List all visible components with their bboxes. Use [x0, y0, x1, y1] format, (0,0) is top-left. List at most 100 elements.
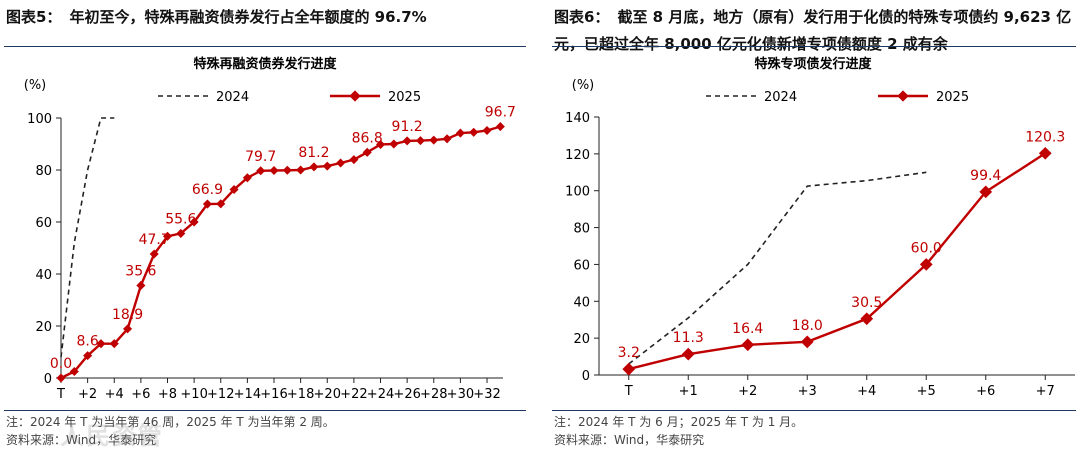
x-tick-label: +7: [1036, 384, 1055, 399]
data-point-2025: [69, 366, 79, 377]
data-label: 3.2: [618, 345, 640, 361]
data-point-2025: [402, 136, 412, 146]
data-point-2025: [256, 166, 266, 176]
y-tick-label: 20: [573, 332, 590, 347]
x-tick-label: +2: [738, 384, 757, 399]
legend-label-2024: 2024: [764, 90, 797, 105]
legend-marker-2025: [349, 90, 361, 102]
x-tick-label: +30: [447, 387, 474, 402]
y-tick-label: 0: [44, 372, 52, 387]
data-label: 0.0: [50, 356, 72, 372]
data-point-2025: [202, 199, 212, 209]
data-point-2025: [389, 139, 399, 149]
series-line-2024: [60, 117, 115, 358]
legend-label-2025: 2025: [936, 90, 969, 105]
x-tick-label: +28: [420, 387, 447, 402]
x-tick-label: +4: [105, 387, 124, 402]
data-label: 66.9: [192, 182, 223, 198]
figure-label: 图表6：: [554, 8, 610, 26]
y-tick-label: 0: [582, 369, 590, 384]
data-point-2025: [109, 339, 119, 349]
data-label: 99.4: [970, 168, 1001, 184]
x-tick-label: +10: [180, 387, 207, 402]
x-tick-label: +22: [340, 387, 367, 402]
data-label: 18.0: [792, 318, 823, 334]
x-tick-label: +16: [260, 387, 287, 402]
y-tick-label: 60: [35, 216, 52, 231]
data-label: 55.6: [165, 211, 196, 227]
data-label: 30.5: [851, 295, 882, 311]
data-point-2025: [96, 339, 106, 349]
data-point-2025: [349, 155, 359, 165]
title-rule: [4, 46, 526, 47]
x-tick-label: +18: [287, 387, 314, 402]
y-tick-label: 140: [565, 111, 590, 126]
chart-source: 资料来源：Wind，华泰研究: [6, 433, 157, 447]
x-tick-label: +2: [78, 387, 97, 402]
data-label: 96.7: [485, 105, 516, 121]
x-tick-label: +26: [393, 387, 420, 402]
chart-note: 注：2024 年 T 为当年第 46 周，2025 年 T 为当年第 2 周。: [6, 415, 335, 429]
data-point-2025: [442, 134, 452, 144]
data-point-2025: [123, 324, 133, 334]
data-point-2025: [415, 136, 425, 146]
series-line-2025: [628, 152, 1046, 371]
data-point-2025: [741, 338, 755, 352]
x-tick-label: +20: [314, 387, 341, 402]
data-point-2025: [242, 173, 252, 183]
y-tick-label: 100: [27, 112, 52, 127]
data-label: 120.3: [1025, 129, 1065, 145]
data-point-2025: [1038, 146, 1052, 160]
y-axis-unit: (%): [572, 78, 595, 93]
data-label: 86.8: [352, 130, 383, 146]
data-point-2025: [495, 122, 505, 132]
figure-title: 年初至今，特殊再融资债券发行占全年额度的 96.7%: [69, 8, 427, 26]
bottom-rule: [4, 410, 526, 411]
x-tick-label: +3: [798, 384, 817, 399]
series-line-2025: [60, 125, 501, 380]
data-point-2025: [136, 280, 146, 290]
x-tick-label: +24: [367, 387, 394, 402]
data-point-2025: [362, 147, 372, 157]
data-label: 8.6: [76, 334, 98, 350]
x-tick-label: +6: [131, 387, 150, 402]
data-point-2025: [269, 165, 279, 176]
data-point-2025: [681, 347, 695, 361]
chart-title: 特殊再融资债券发行进度: [193, 56, 337, 72]
data-point-2025: [56, 373, 66, 383]
x-tick-label: +12: [207, 387, 234, 402]
chart-title: 特殊专项债发行进度: [754, 56, 872, 72]
data-label: 91.2: [392, 119, 423, 135]
chart-right: 特殊专项债发行进度 (%) 2024 2025 0 20 40 60 80 100 120 140 T +…: [565, 56, 1075, 399]
data-label: 79.7: [245, 149, 276, 165]
data-point-2025: [149, 249, 159, 259]
chart-note: 注：2024 年 T 为 6 月；2025 年 T 为 1 月。: [554, 415, 804, 429]
data-point-2025: [622, 362, 636, 376]
x-tick-label: T: [56, 387, 65, 402]
legend-label-2024: 2024: [216, 90, 249, 105]
data-label: 16.4: [732, 321, 763, 337]
data-label: 11.3: [673, 330, 704, 346]
x-tick-label: T: [624, 384, 633, 399]
x-tick-label: +6: [976, 384, 995, 399]
data-point-2025: [336, 158, 346, 168]
data-label: 81.2: [298, 145, 329, 161]
data-point-2025: [455, 128, 465, 138]
data-point-2025: [429, 135, 439, 145]
x-tick-label: +1: [679, 384, 698, 399]
y-tick-label: 40: [573, 295, 590, 310]
bottom-rule: [552, 410, 1076, 411]
figure-title: 截至 8 月底，地方（原有）发行用于化债的特殊专项债约 9,623 亿元，已超过…: [554, 8, 1072, 53]
figure-label: 图表5：: [6, 8, 62, 26]
data-point-2025: [800, 335, 814, 349]
data-point-2025: [482, 125, 492, 136]
data-point-2025: [216, 199, 226, 209]
data-point-2025: [282, 165, 292, 175]
x-tick-label: +8: [158, 387, 177, 402]
x-tick-label: +32: [473, 387, 500, 402]
y-tick-label: 60: [573, 258, 590, 273]
y-tick-label: 120: [565, 148, 590, 163]
x-tick-label: +14: [234, 387, 261, 402]
data-label: 60.0: [911, 240, 942, 256]
data-label: 47.7: [139, 232, 170, 248]
